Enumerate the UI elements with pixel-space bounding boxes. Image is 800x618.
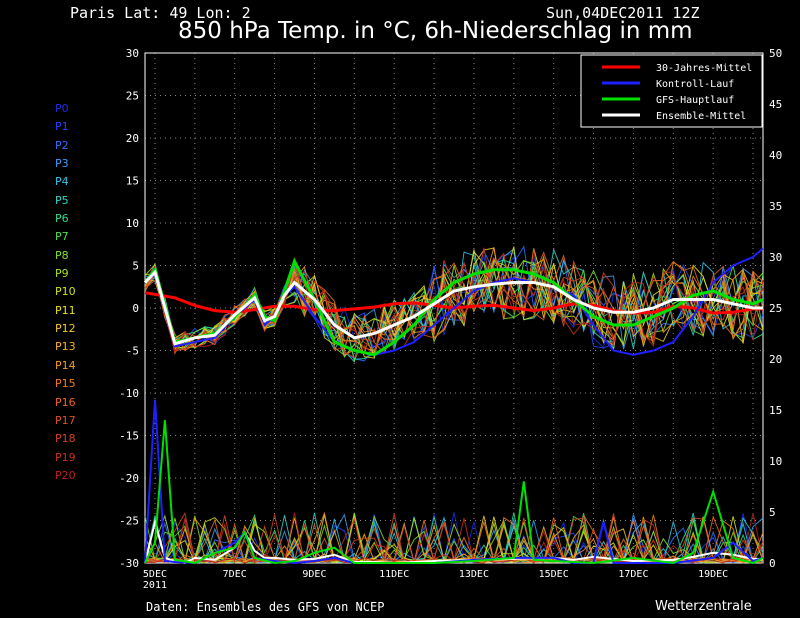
y-left-tick-label: 30 <box>126 47 139 60</box>
member-label: P3 <box>55 157 69 171</box>
brand-label: Wetterzentrale <box>655 599 752 614</box>
member-label: P12 <box>55 322 76 336</box>
y-right-tick-label: 10 <box>769 455 782 468</box>
ensemble-member-lines <box>144 245 764 565</box>
series-lines <box>143 247 764 565</box>
y-right-tick-label: 5 <box>769 506 776 519</box>
ensemble-member-list: P0 P1 P2 P3 P4 P5 P6 P7 P8 P9 P10 P11 P12 P13 P14 P15 P1… <box>55 100 76 485</box>
temp-line <box>143 269 763 346</box>
member-label: P20 <box>55 468 76 482</box>
member-label: P4 <box>55 175 69 189</box>
y-left-tick-label: 0 <box>132 302 139 315</box>
member-label: P14 <box>55 358 76 372</box>
y-left-tick-label: -25 <box>119 515 139 528</box>
member-label: P0 <box>55 102 69 115</box>
member-label: P19 <box>55 450 76 464</box>
y-left-tick-label: -20 <box>119 472 139 485</box>
x-tick-sublabel: 2011 <box>143 580 167 591</box>
y-left-tick-label: -10 <box>119 387 139 400</box>
y-left-tick-label: -30 <box>119 557 139 570</box>
member-label: P7 <box>55 230 69 244</box>
y-right-tick-label: 25 <box>769 302 782 315</box>
y-right-tick-label: 15 <box>769 404 782 417</box>
y-left-tick-label: -5 <box>126 345 139 358</box>
location-header: Paris Lat: 49 Lon: 2 <box>70 4 251 22</box>
member-temp-line <box>144 249 764 356</box>
member-label: P2 <box>55 138 69 152</box>
y-left-tick-label: 15 <box>126 175 139 188</box>
member-label: P10 <box>55 285 76 299</box>
data-source-note: Daten: Ensembles des GFS von NCEP <box>146 600 385 614</box>
member-label: P17 <box>55 413 76 427</box>
y-left-tick-label: 5 <box>132 260 139 273</box>
legend-label: Kontroll-Lauf <box>656 79 734 90</box>
member-label: P8 <box>55 248 69 262</box>
x-tick-label: 9DEC <box>302 569 326 580</box>
member-label: P9 <box>55 267 69 281</box>
member-precip-line <box>144 512 764 564</box>
member-label: P15 <box>55 377 76 391</box>
x-tick-label: 5DEC <box>143 569 167 580</box>
y-right-tick-label: 45 <box>769 98 782 111</box>
legend-label: Ensemble-Mittel <box>656 111 746 122</box>
y-right-tick-label: 30 <box>769 251 782 264</box>
member-label: P6 <box>55 212 69 226</box>
member-label: P16 <box>55 395 76 409</box>
legend-label: GFS-Hauptlauf <box>656 95 734 106</box>
precip-line <box>144 420 764 565</box>
y-right-tick-label: 50 <box>769 47 782 60</box>
x-tick-label: 11DEC <box>379 569 409 580</box>
x-tick-label: 17DEC <box>618 569 648 580</box>
member-label: P18 <box>55 432 76 446</box>
y-right-tick-label: 40 <box>769 149 782 162</box>
chart-legend: 30-Jahres-Mittel Kontroll-Lauf GFS-Hauptla… <box>580 54 763 128</box>
run-datetime: Sun,04DEC2011 12Z <box>546 4 700 22</box>
y-left-tick-label: 10 <box>126 217 139 230</box>
x-tick-label: 7DEC <box>223 569 247 580</box>
member-label: P1 <box>55 120 69 134</box>
member-label: P13 <box>55 340 76 354</box>
x-tick-label: 19DEC <box>698 569 728 580</box>
x-tick-label: 13DEC <box>459 569 489 580</box>
y-right-tick-label: 0 <box>769 557 776 570</box>
y-left-tick-label: 25 <box>126 90 139 103</box>
y-right-tick-label: 20 <box>769 353 782 366</box>
legend-label: 30-Jahres-Mittel <box>656 63 752 74</box>
y-right-tick-label: 35 <box>769 200 782 213</box>
member-label: P5 <box>55 193 69 207</box>
y-left-tick-label: -15 <box>119 430 139 443</box>
chart-title: 850 hPa Temp. in °C, 6h-Niederschlag in … <box>178 18 693 44</box>
x-tick-label: 15DEC <box>539 569 569 580</box>
y-left-tick-label: 20 <box>126 132 139 145</box>
member-label: P11 <box>55 303 76 317</box>
